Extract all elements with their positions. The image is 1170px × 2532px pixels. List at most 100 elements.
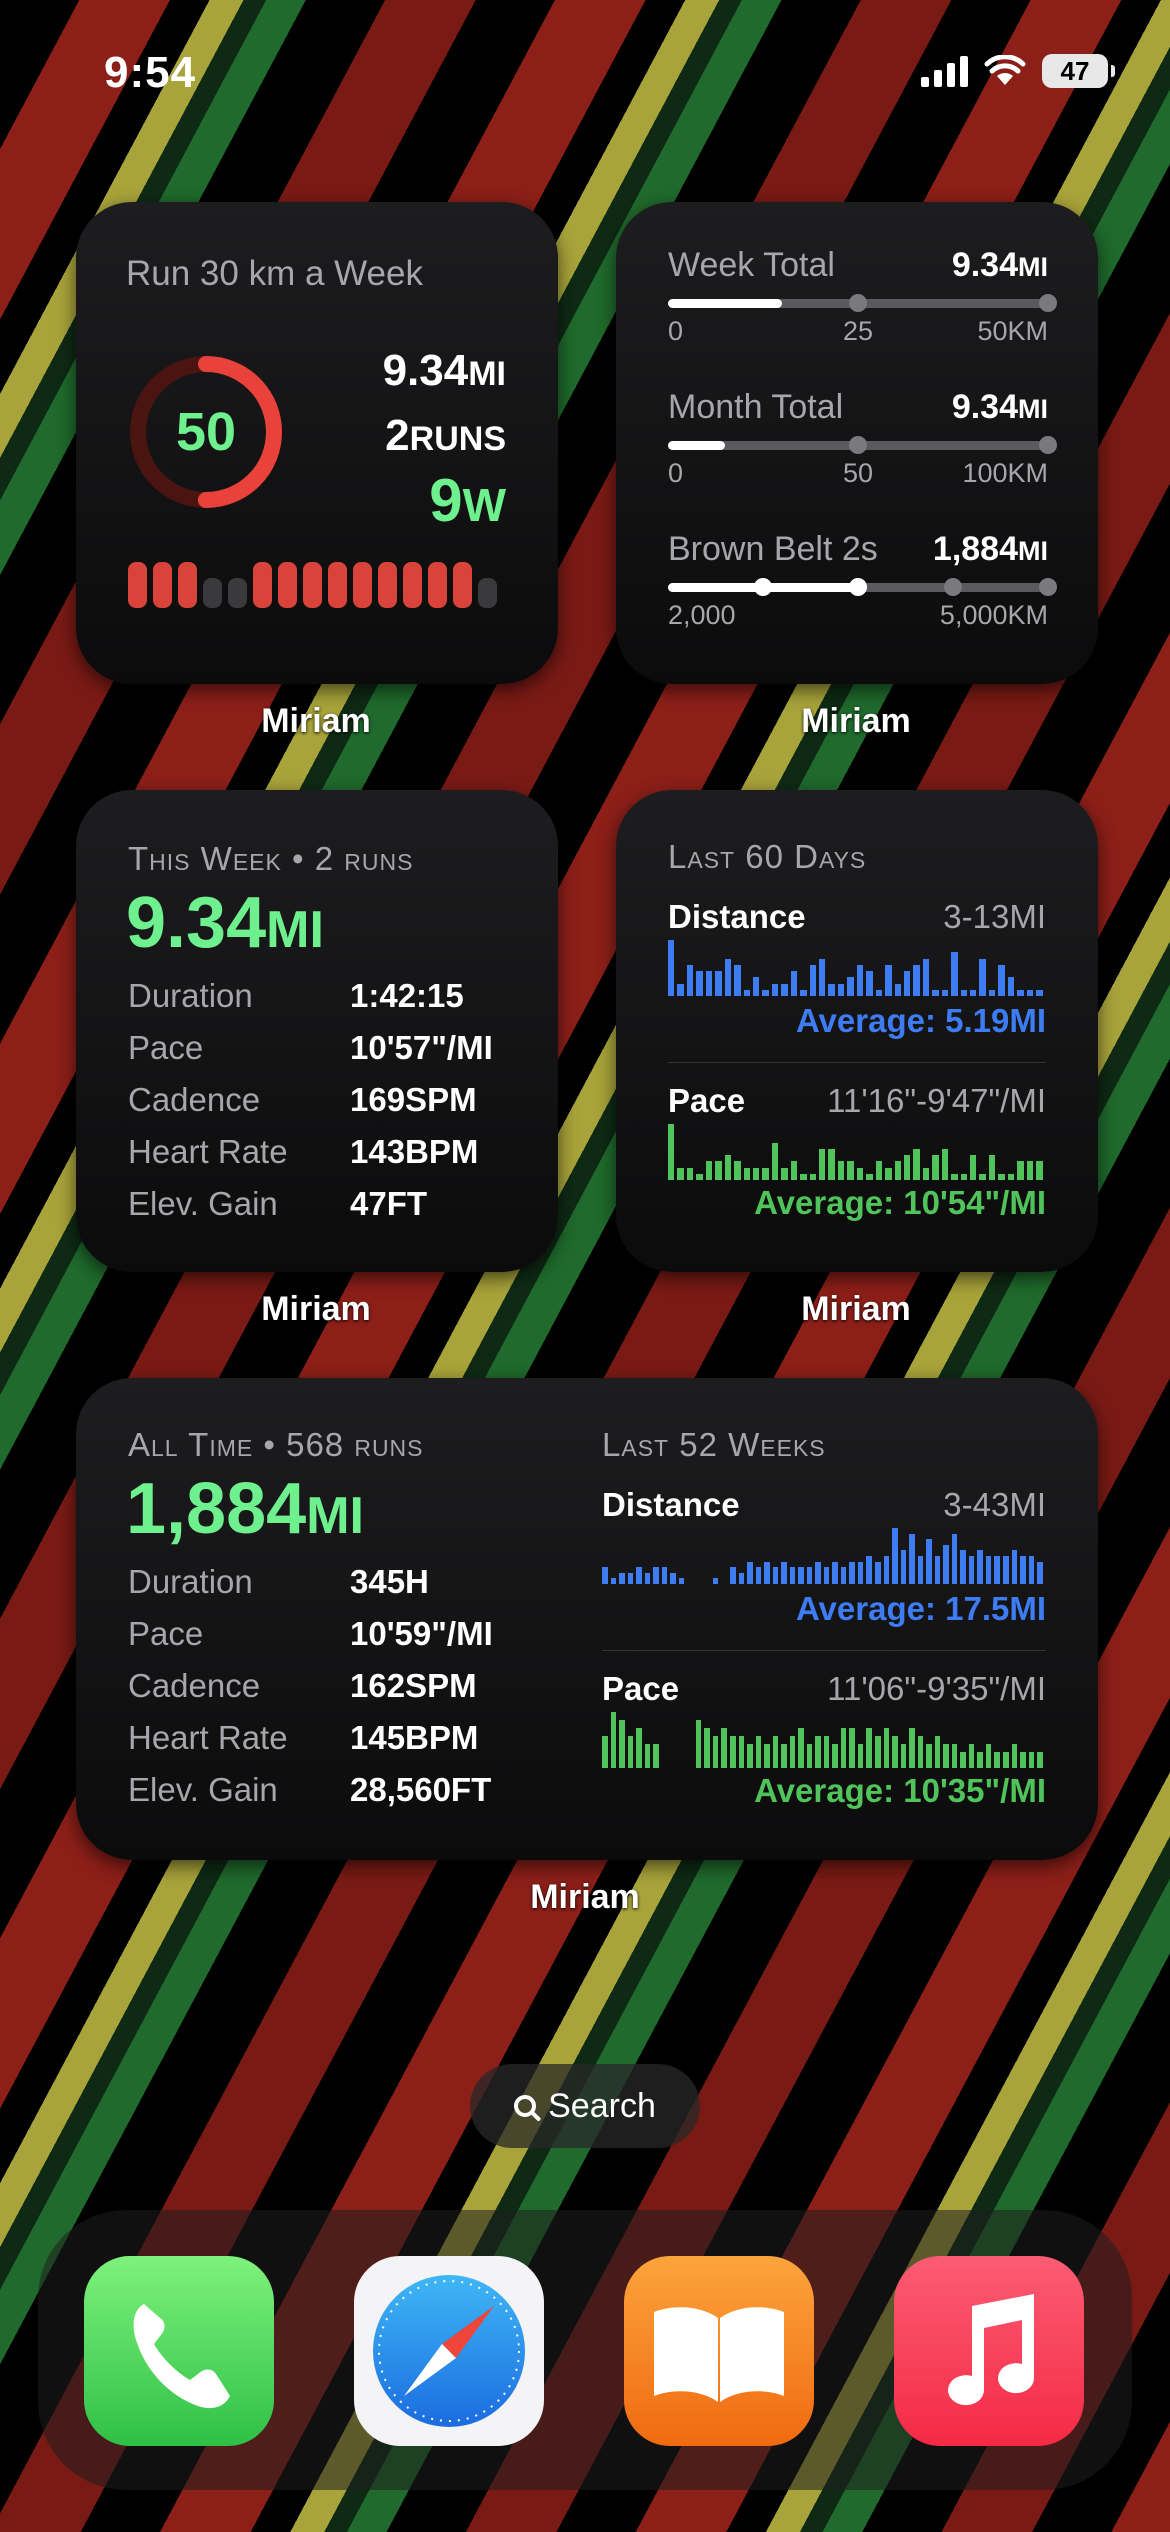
chart-bar xyxy=(892,1736,898,1768)
chart-bar xyxy=(800,1173,807,1180)
streak-bar xyxy=(378,562,397,608)
chart-bar xyxy=(636,1728,642,1768)
chart-bar xyxy=(840,1567,847,1584)
chart-bar xyxy=(892,1528,898,1584)
streak-bar xyxy=(353,562,372,608)
last-52-pace-chart xyxy=(602,1712,1046,1768)
chart-bar xyxy=(885,964,892,996)
chart-bar xyxy=(894,1161,901,1180)
chart-bar xyxy=(932,1155,939,1180)
totals-widget[interactable]: Week Total 9.34MI 0 25 50KM Month Total 9.34… xyxy=(616,202,1098,684)
stat-value: 143BPM xyxy=(350,1133,479,1170)
chart-bar xyxy=(677,983,684,996)
chart-bar xyxy=(837,1161,845,1180)
goal-widget[interactable]: Run 30 km a Week 50 9.34MI 2RUNS 9W xyxy=(76,202,558,684)
chart-bar xyxy=(922,1167,930,1180)
weekly-streak-bars xyxy=(128,562,497,608)
chart-bar xyxy=(1011,1550,1018,1584)
stat-row: Duration 345H xyxy=(128,1556,493,1608)
belt-unit: MI xyxy=(1018,536,1048,566)
books-app-icon[interactable] xyxy=(624,2256,814,2446)
last-60-pace-average: Average: 10'54"/MI xyxy=(754,1184,1046,1221)
stat-row: Elev. Gain 47FT xyxy=(128,1178,493,1230)
chart-bar xyxy=(755,1567,762,1584)
goal-ring-value: 50 xyxy=(175,402,237,462)
week-total-unit: MI xyxy=(1018,252,1048,282)
meter-marker xyxy=(754,578,772,596)
stat-value: 145BPM xyxy=(350,1719,479,1756)
month-total-name: Month Total xyxy=(668,388,844,426)
chart-bar xyxy=(832,1744,838,1768)
last-52-pace-name: Pace xyxy=(602,1670,680,1707)
chart-bar xyxy=(951,1173,958,1180)
stat-value: 169SPM xyxy=(350,1081,477,1118)
chart-bar xyxy=(619,1720,625,1768)
chart-bar xyxy=(747,1561,753,1584)
chart-bar xyxy=(729,1736,736,1768)
all-time-widget[interactable]: All Time • 568 runs 1,884MI Duration 345H… xyxy=(76,1378,1098,1860)
chart-bar xyxy=(866,1556,872,1584)
week-total-ticks: 0 25 50KM xyxy=(668,316,1048,350)
chart-bar xyxy=(994,1556,1000,1584)
chart-bar xyxy=(738,1736,745,1768)
chart-bar xyxy=(819,1148,826,1180)
chart-bar xyxy=(900,1550,907,1584)
chart-bar xyxy=(696,971,703,996)
streak-bar xyxy=(453,562,472,608)
goal-stats: 9.34MI 2RUNS 9W xyxy=(383,340,506,536)
chart-bar xyxy=(943,1744,949,1768)
chart-bar xyxy=(619,1572,625,1584)
meter-marker xyxy=(944,578,962,596)
chart-bar xyxy=(1036,989,1043,996)
chart-bar xyxy=(847,1161,854,1180)
this-week-stats: Duration 1:42:15 Pace 10'57"/MI Cadence 169SP… xyxy=(128,970,493,1230)
last-60-days-widget[interactable]: Last 60 Days Distance 3-13MI Average: 5.… xyxy=(616,790,1098,1272)
chart-bar xyxy=(875,1736,881,1768)
chart-bar xyxy=(610,1712,617,1768)
chart-bar xyxy=(960,1752,966,1768)
totals-widget-label: Miriam xyxy=(801,702,911,740)
last-60-pace-range: 11'16"-9'47"/MI xyxy=(827,1082,1046,1119)
belt-value: 1,884 xyxy=(932,530,1018,568)
chart-bar xyxy=(909,1728,915,1768)
this-week-distance-line: 9.34MI xyxy=(126,882,324,964)
chart-bar xyxy=(943,1544,949,1584)
chart-bar xyxy=(695,1720,702,1768)
goal-title: Run 30 km a Week xyxy=(126,254,423,293)
home-search-button[interactable]: Search xyxy=(470,2064,700,2148)
chart-bar xyxy=(1037,1561,1043,1584)
chart-bar xyxy=(926,1744,932,1768)
goal-weeks: 9 xyxy=(429,467,463,534)
chart-bar xyxy=(764,1744,770,1768)
music-app-icon[interactable] xyxy=(894,2256,1084,2446)
chart-bar xyxy=(686,1167,694,1180)
chart-bar xyxy=(781,1744,787,1768)
stat-label: Elev. Gain xyxy=(128,1771,278,1808)
streak-bar xyxy=(253,562,272,608)
meter-fill xyxy=(668,299,782,308)
chart-bar xyxy=(602,1736,608,1768)
chart-bar xyxy=(856,964,864,996)
meter-fill xyxy=(668,441,725,450)
this-week-widget[interactable]: This Week • 2 runs 9.34MI Duration 1:42:1… xyxy=(76,790,558,1272)
safari-app-icon[interactable] xyxy=(354,2256,544,2446)
chart-bar xyxy=(1002,1752,1009,1768)
chart-bar xyxy=(806,1567,813,1584)
this-week-heading: This Week • 2 runs xyxy=(128,840,414,877)
stat-label: Cadence xyxy=(128,1667,261,1704)
streak-bar xyxy=(403,562,422,608)
last-60-heading: Last 60 Days xyxy=(668,838,867,875)
chart-bar xyxy=(951,1533,958,1584)
chart-bar xyxy=(790,1161,798,1180)
chart-bar xyxy=(988,1155,996,1180)
phone-app-icon[interactable] xyxy=(84,2256,274,2446)
stat-label: Duration xyxy=(128,977,253,1014)
chart-bar xyxy=(883,1728,890,1768)
chart-bar xyxy=(771,1142,779,1180)
meter-marker xyxy=(849,436,867,454)
chart-bar xyxy=(743,1167,750,1180)
chart-bar xyxy=(979,958,986,996)
belt-track xyxy=(668,578,1057,596)
week-total-meter: Week Total 9.34MI 0 25 50KM xyxy=(668,246,1057,350)
goal-runs-unit: RUNS xyxy=(409,420,506,458)
